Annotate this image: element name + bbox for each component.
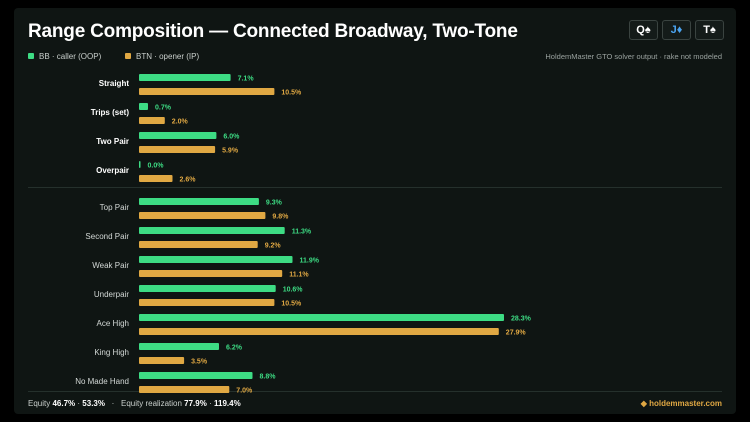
- data-label-oop: 6.0%: [223, 134, 240, 141]
- page-title: Range Composition — Connected Broadway, …: [28, 21, 518, 42]
- category-label: Underpair: [94, 290, 129, 299]
- board-card-3: T♠: [695, 20, 724, 40]
- brand-link[interactable]: ◆ holdemmaster.com: [640, 399, 722, 408]
- data-label-ip: 2.6%: [180, 177, 197, 184]
- bar-oop: [139, 227, 285, 234]
- equity-oop-value: 46.7%: [52, 399, 76, 408]
- bar-oop: [139, 74, 231, 81]
- diamond-icon: ♦: [676, 24, 683, 36]
- category-label: Two Pair: [96, 137, 129, 146]
- card-rank: T: [703, 24, 710, 36]
- data-label-oop: 0.0%: [148, 163, 165, 170]
- legend-item-ip: BTN · opener (IP): [125, 52, 199, 61]
- category-label: No Made Hand: [75, 377, 129, 386]
- category-label: Second Pair: [85, 232, 129, 241]
- realization-ip-value: 119.4%: [213, 399, 241, 408]
- bar-chart: Straight 7.1% 10.5% Trips (set) 0.7%2.0% Two …: [28, 74, 722, 395]
- legend-swatch-oop: [28, 53, 34, 59]
- data-label-ip: 10.5%: [281, 301, 302, 308]
- separator: ·: [209, 399, 212, 408]
- category-label: Weak Pair: [92, 261, 129, 270]
- bar-ip: [139, 357, 185, 364]
- bar-ip: [139, 270, 283, 277]
- equity-label: Equity: [28, 399, 51, 408]
- data-label-ip: 3.5%: [191, 359, 208, 366]
- bar-ip: [139, 386, 230, 393]
- bar-oop: [139, 132, 217, 139]
- legend-item-oop: BB · caller (OOP): [28, 52, 101, 61]
- legend-swatch-ip: [125, 53, 131, 59]
- bar-oop: [139, 372, 253, 379]
- realization-label: Equity realization: [121, 399, 182, 408]
- data-label-oop: 11.3%: [292, 229, 312, 236]
- legend-label-oop: BB · caller (OOP): [39, 52, 102, 61]
- bar-oop: [139, 314, 504, 321]
- bar-ip: [139, 175, 173, 182]
- chart-panel: Range Composition — Connected Broadway, …: [14, 8, 736, 414]
- category-label: Top Pair: [100, 203, 130, 212]
- bar-oop: [139, 343, 219, 350]
- data-label-ip: 10.5%: [281, 90, 302, 97]
- card-rank: Q: [636, 24, 645, 36]
- bar-oop: [139, 198, 259, 205]
- separator: ·: [77, 399, 81, 408]
- equity-ip-value: 53.3%: [82, 399, 105, 408]
- data-label-oop: 28.3%: [511, 316, 532, 323]
- data-label-ip: 11.1%: [289, 272, 309, 279]
- bar-ip: [139, 328, 499, 335]
- bar-oop: [139, 161, 141, 168]
- data-label-ip: 5.9%: [222, 148, 239, 155]
- data-label-oop: 0.7%: [155, 105, 172, 112]
- source-note: HoldemMaster GTO solver output · rake no…: [545, 52, 722, 61]
- data-label-ip: 9.2%: [265, 243, 282, 250]
- category-label: Straight: [99, 79, 130, 88]
- bar-ip: [139, 117, 165, 124]
- spade-icon: ♠: [644, 24, 651, 36]
- bar-ip: [139, 241, 258, 248]
- category-label: King High: [94, 348, 129, 357]
- bar-ip: [139, 299, 275, 306]
- data-label-oop: 10.6%: [283, 287, 304, 294]
- separator: ·: [111, 399, 115, 408]
- legend-label-ip: BTN · opener (IP): [136, 52, 200, 61]
- data-label-ip: 9.8%: [272, 214, 289, 221]
- realization-oop-value: 77.9%: [184, 399, 207, 408]
- data-label-oop: 11.9%: [300, 258, 320, 265]
- bar-ip: [139, 212, 266, 219]
- data-label-ip: 2.0%: [172, 119, 189, 126]
- data-label-ip: 27.9%: [506, 330, 527, 337]
- bar-oop: [139, 256, 293, 263]
- data-label-ip: 7.0%: [236, 388, 253, 395]
- spade-icon: ♠: [709, 24, 716, 36]
- category-label: Trips (set): [91, 108, 130, 117]
- data-label-oop: 7.1%: [238, 76, 255, 83]
- board-card-1: Q♠: [629, 20, 658, 40]
- bar-oop: [139, 103, 148, 110]
- bar-oop: [139, 285, 276, 292]
- data-label-oop: 8.8%: [260, 374, 277, 381]
- board-card-2: J♦: [662, 20, 691, 40]
- equity-summary: Equity 46.7% · 53.3% · Equity realizatio…: [28, 399, 241, 408]
- bar-ip: [139, 146, 216, 153]
- category-label: Ace High: [97, 319, 129, 328]
- data-label-oop: 9.3%: [266, 200, 283, 207]
- category-label: Overpair: [96, 166, 129, 175]
- data-label-oop: 6.2%: [226, 345, 243, 352]
- card-rank: J: [670, 24, 677, 36]
- bar-ip: [139, 88, 275, 95]
